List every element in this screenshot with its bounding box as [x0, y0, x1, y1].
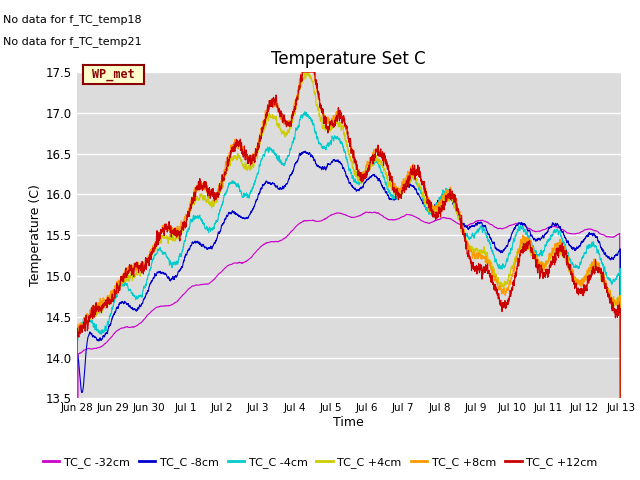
TC_C +4cm: [73, 396, 81, 401]
TC_C +8cm: [329, 121, 337, 127]
TC_C +12cm: [73, 396, 81, 401]
TC_C +8cm: [441, 195, 449, 201]
TC_C +4cm: [617, 396, 625, 401]
TC_C -8cm: [73, 396, 81, 401]
TC_C +8cm: [171, 227, 179, 232]
TC_C -32cm: [616, 396, 624, 401]
TC_C -8cm: [171, 275, 179, 280]
TC_C +4cm: [616, 293, 624, 299]
TC_C +8cm: [471, 255, 479, 261]
TC_C +4cm: [171, 238, 179, 243]
TC_C +12cm: [299, 69, 307, 75]
TC_C -32cm: [617, 396, 625, 401]
TC_C +12cm: [471, 269, 479, 275]
TC_C +8cm: [617, 396, 625, 401]
TC_C +4cm: [441, 196, 449, 202]
TC_C +12cm: [329, 121, 337, 127]
TC_C +12cm: [502, 302, 509, 308]
TC_C -8cm: [617, 396, 625, 401]
TC_C -4cm: [171, 260, 179, 265]
X-axis label: Time: Time: [333, 416, 364, 429]
TC_C -32cm: [171, 300, 179, 306]
TC_C -4cm: [617, 396, 625, 401]
TC_C +12cm: [171, 231, 179, 237]
Text: No data for f_TC_temp18: No data for f_TC_temp18: [3, 14, 142, 25]
Line: TC_C +4cm: TC_C +4cm: [77, 72, 621, 398]
TC_C -4cm: [441, 189, 449, 194]
TC_C +4cm: [329, 125, 337, 131]
TC_C +4cm: [471, 247, 479, 252]
Line: TC_C -4cm: TC_C -4cm: [77, 112, 621, 398]
TC_C -4cm: [73, 396, 81, 401]
TC_C -4cm: [329, 135, 337, 141]
TC_C -8cm: [502, 246, 509, 252]
TC_C +8cm: [73, 396, 81, 401]
TC_C -32cm: [73, 396, 81, 401]
TC_C -32cm: [471, 219, 479, 225]
TC_C +8cm: [298, 69, 305, 75]
Y-axis label: Temperature (C): Temperature (C): [29, 184, 42, 286]
Text: WP_met: WP_met: [92, 68, 135, 81]
TC_C -4cm: [502, 262, 509, 267]
Line: TC_C +12cm: TC_C +12cm: [77, 72, 621, 398]
Text: No data for f_TC_temp21: No data for f_TC_temp21: [3, 36, 142, 47]
TC_C +8cm: [616, 295, 624, 300]
TC_C +12cm: [617, 396, 625, 401]
TC_C -32cm: [328, 212, 336, 217]
TC_C -32cm: [362, 209, 370, 215]
Line: TC_C +8cm: TC_C +8cm: [77, 72, 621, 398]
TC_C -8cm: [471, 223, 479, 229]
TC_C -32cm: [441, 215, 449, 221]
TC_C -8cm: [616, 247, 624, 253]
TC_C +12cm: [616, 310, 624, 316]
TC_C -8cm: [329, 159, 337, 165]
TC_C +4cm: [502, 280, 509, 286]
TC_C +12cm: [441, 201, 449, 206]
TC_C -4cm: [471, 232, 479, 238]
Line: TC_C -32cm: TC_C -32cm: [77, 212, 621, 398]
Legend: TC_C -32cm, TC_C -8cm, TC_C -4cm, TC_C +4cm, TC_C +8cm, TC_C +12cm: TC_C -32cm, TC_C -8cm, TC_C -4cm, TC_C +…: [38, 452, 602, 472]
TC_C -8cm: [441, 193, 449, 199]
TC_C -32cm: [502, 225, 509, 230]
TC_C -4cm: [301, 109, 308, 115]
TC_C -4cm: [616, 265, 624, 271]
TC_C -8cm: [301, 148, 309, 154]
Line: TC_C -8cm: TC_C -8cm: [77, 151, 621, 398]
Title: Temperature Set C: Temperature Set C: [271, 49, 426, 68]
TC_C +4cm: [305, 70, 312, 75]
TC_C +8cm: [502, 291, 509, 297]
